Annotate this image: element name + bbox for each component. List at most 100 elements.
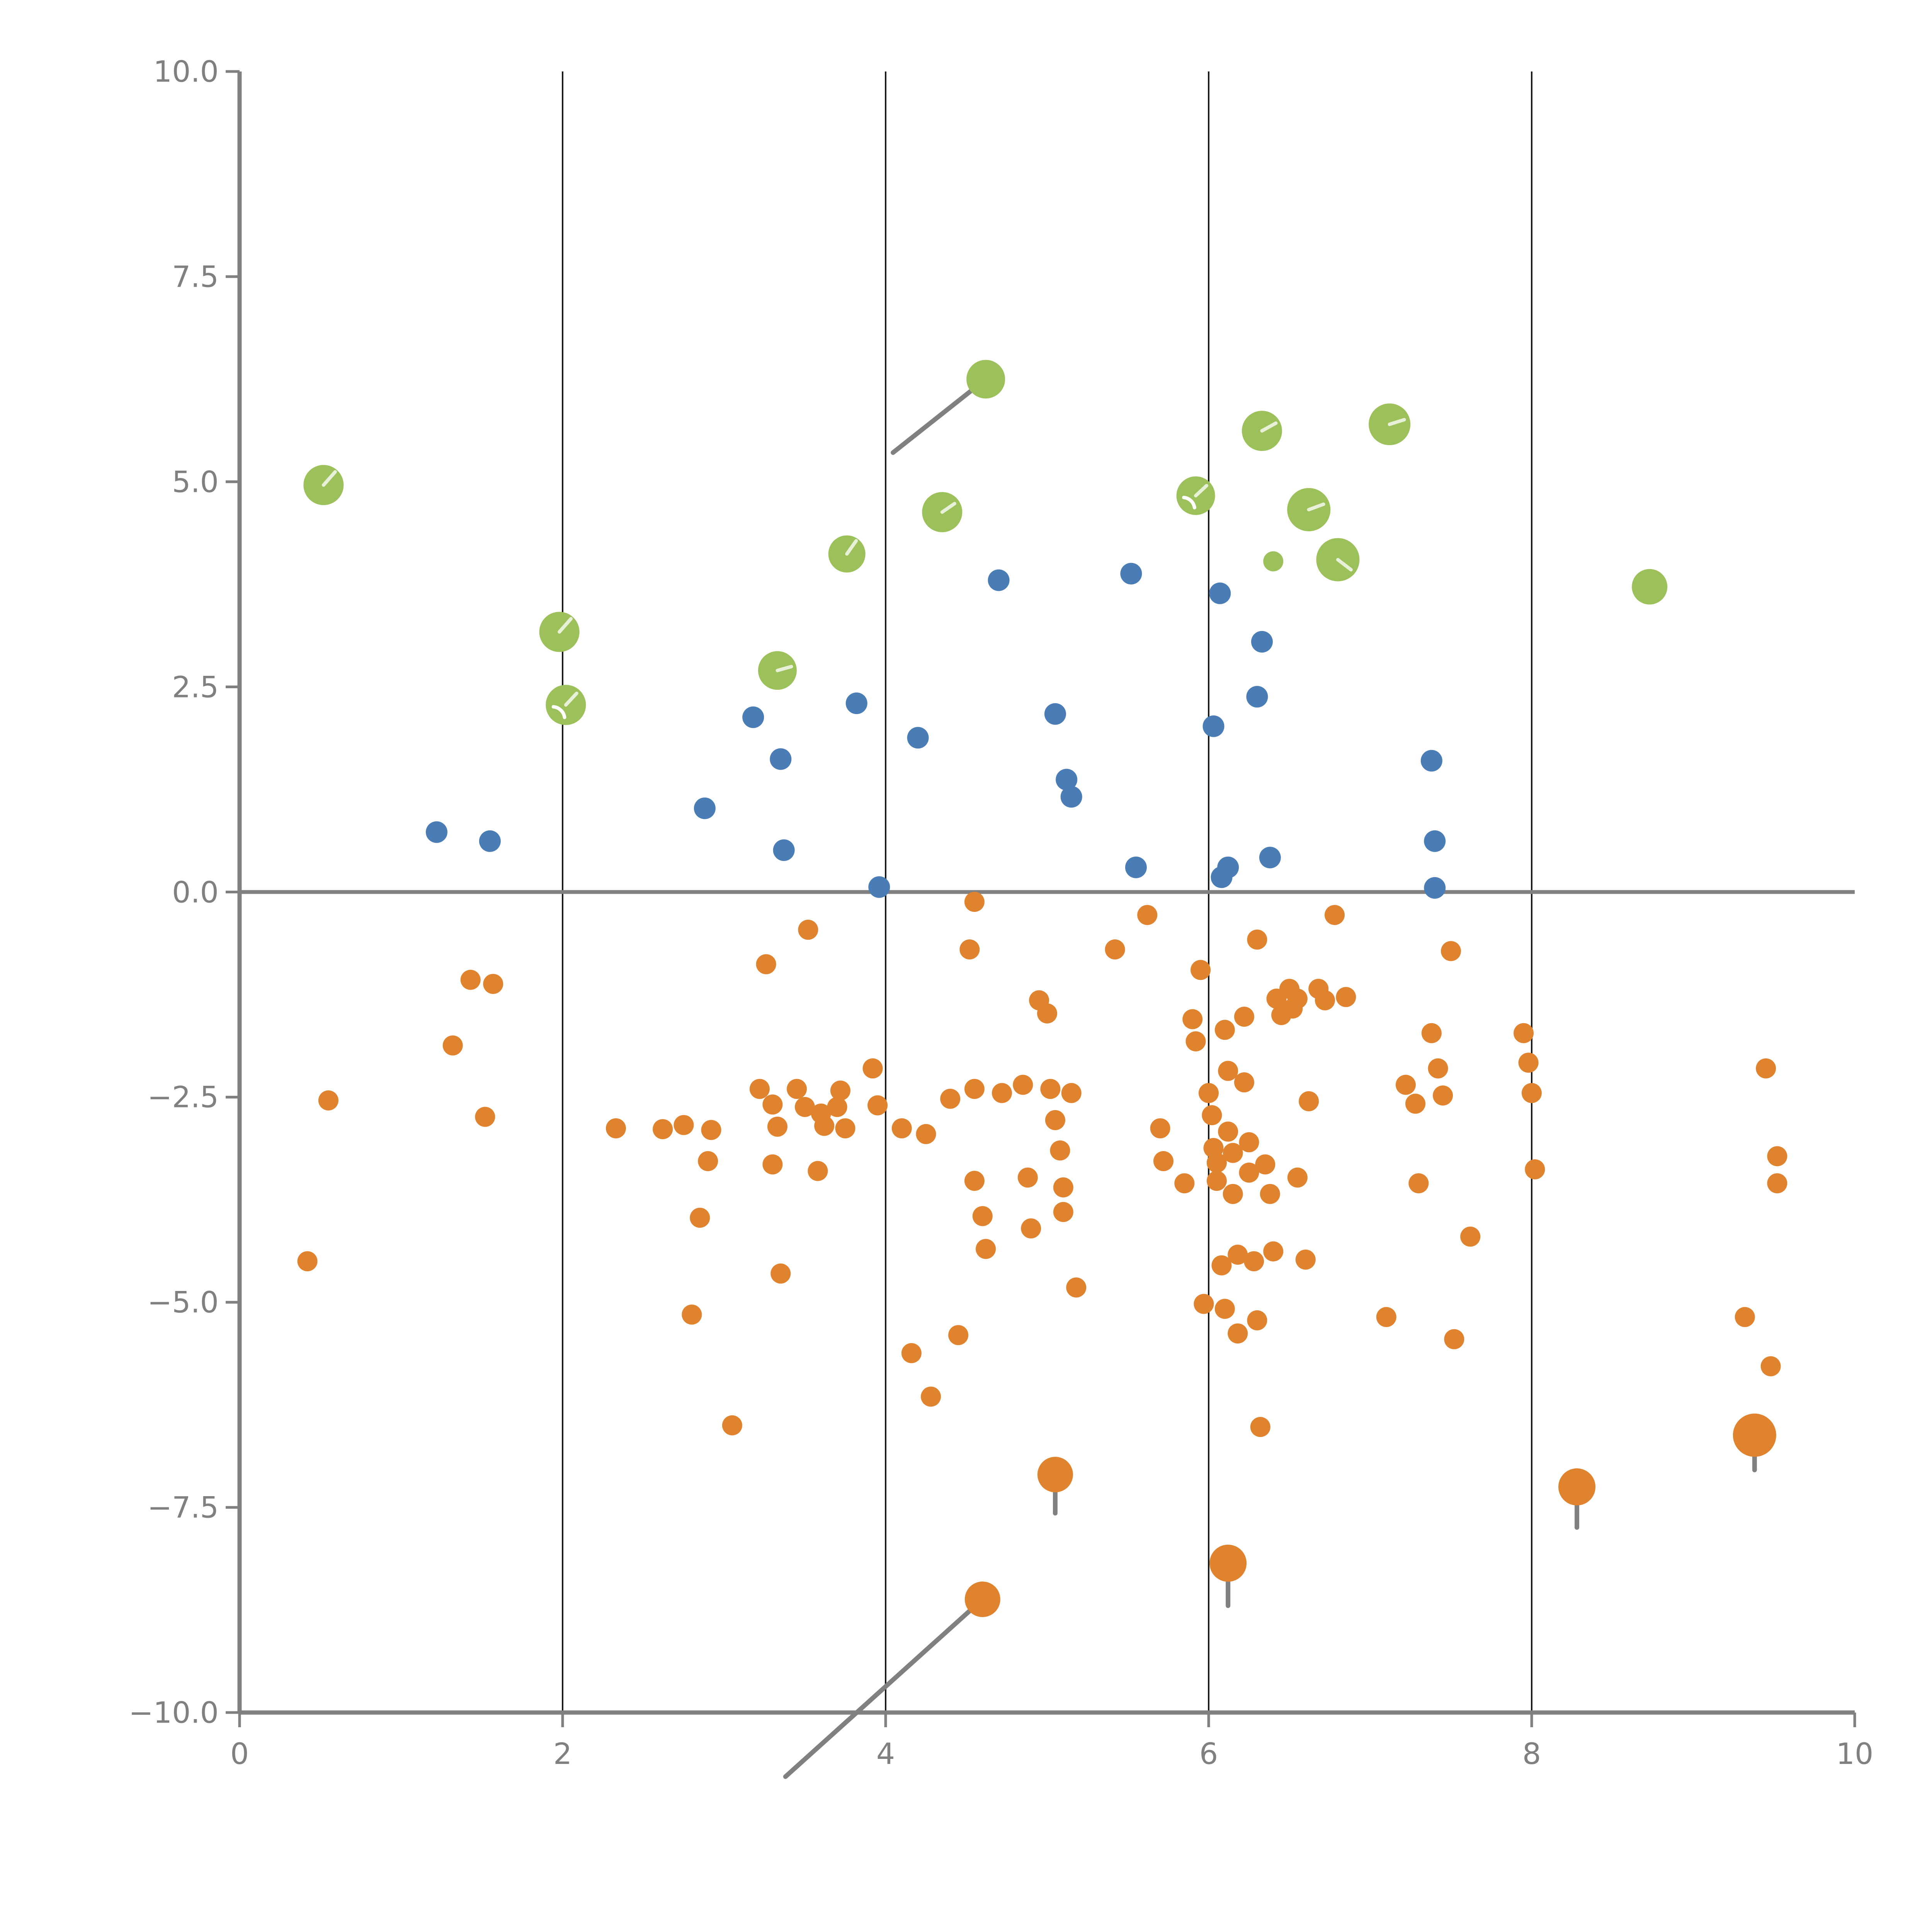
y-tick-label: −10.0 (129, 1695, 219, 1730)
data-point-orange (1150, 1118, 1170, 1139)
y-tick-label: 0.0 (172, 875, 219, 909)
x-tick-label: 6 (1199, 1736, 1218, 1771)
data-point-blue (770, 748, 792, 770)
data-point-orange (1040, 1079, 1061, 1099)
data-point-orange (964, 891, 985, 912)
whisker-line (891, 377, 988, 455)
x-tick-label: 2 (553, 1736, 572, 1771)
data-point-green (1263, 551, 1284, 571)
whisker-highlight (558, 617, 573, 634)
data-point-orange (1460, 1226, 1481, 1247)
y-tick-label: 7.5 (172, 259, 219, 294)
data-point-blue (1209, 582, 1231, 604)
data-point-orange (1066, 1277, 1087, 1298)
x-tick-label: 0 (230, 1736, 249, 1771)
data-point-blue (1424, 830, 1446, 852)
data-point-orange (1525, 1159, 1545, 1180)
data-point-orange (1045, 1110, 1065, 1130)
data-point-orange (1021, 1218, 1041, 1239)
data-point-orange (787, 1079, 807, 1099)
data-point-orange (795, 1097, 815, 1117)
data-point-orange (297, 1251, 318, 1272)
data-point-orange (1767, 1173, 1787, 1194)
data-point-blue (1259, 847, 1281, 869)
y-tick-label: 2.5 (172, 670, 219, 704)
y-tick-label: 5.0 (172, 464, 219, 499)
data-point-orange (1255, 1154, 1276, 1175)
whisker-highlight (564, 691, 578, 707)
y-tick-label: 10.0 (153, 54, 219, 89)
data-point-orange (1234, 1072, 1254, 1093)
data-point-orange (690, 1208, 710, 1228)
data-point-orange (1735, 1307, 1755, 1327)
data-point-blue (1060, 786, 1082, 808)
data-point-orange (701, 1120, 721, 1140)
data-point-orange (959, 939, 980, 960)
data-point-orange (762, 1154, 783, 1175)
data-point-orange (770, 1263, 791, 1284)
data-point-orange (1239, 1162, 1259, 1183)
data-point-blue (425, 821, 447, 843)
data-point-orange (698, 1151, 718, 1172)
data-point-blue (1202, 715, 1225, 737)
y-tick-label: −7.5 (147, 1490, 219, 1525)
data-point-orange (1194, 1294, 1214, 1314)
data-point-orange (1223, 1184, 1243, 1204)
whisker-arc (551, 705, 566, 719)
data-point-orange (1185, 1031, 1206, 1051)
data-point-blue (868, 876, 890, 898)
data-point-orange (1760, 1356, 1781, 1376)
data-point-orange (1206, 1170, 1227, 1191)
data-point-orange (1433, 1085, 1453, 1106)
data-point-orange (1287, 988, 1308, 1009)
data-point-blue (694, 797, 716, 819)
data-point-orange (767, 1116, 787, 1137)
data-point-orange (1522, 1083, 1542, 1103)
data-point-orange (1209, 1544, 1247, 1582)
data-point-blue (845, 692, 867, 714)
data-point-orange (1295, 1249, 1316, 1270)
data-point-orange (1199, 1083, 1219, 1103)
data-point-orange (1395, 1075, 1416, 1095)
y-tick-label: −5.0 (147, 1285, 219, 1320)
data-point-orange (1105, 939, 1125, 960)
data-point-orange (1182, 1009, 1203, 1029)
whisker-arc (1182, 496, 1196, 510)
data-point-orange (1428, 1058, 1448, 1079)
data-point-orange (1518, 1053, 1539, 1073)
data-point-orange (762, 1094, 783, 1115)
data-point-orange (1408, 1173, 1429, 1194)
data-point-orange (964, 1079, 985, 1099)
data-point-orange (1037, 1003, 1057, 1024)
whisker-highlight (321, 470, 337, 487)
data-point-blue (742, 706, 764, 728)
data-point-orange (673, 1115, 694, 1135)
data-point-orange (318, 1090, 338, 1111)
data-point-orange (1037, 1457, 1073, 1493)
data-points-group (297, 360, 1787, 1617)
data-point-orange (682, 1304, 702, 1325)
data-point-orange (1376, 1307, 1396, 1327)
data-point-orange (1247, 1310, 1267, 1330)
data-point-orange (1336, 987, 1356, 1007)
whisker-highlight (940, 502, 956, 514)
data-point-orange (1234, 1007, 1254, 1027)
data-point-orange (1050, 1140, 1070, 1161)
data-point-orange (1733, 1413, 1776, 1457)
whisker-highlight (1260, 421, 1278, 433)
data-point-orange (1202, 1105, 1222, 1126)
data-point-orange (1558, 1468, 1596, 1506)
data-point-orange (1137, 905, 1158, 925)
data-point-orange (867, 1095, 888, 1116)
data-point-green (966, 360, 1005, 399)
data-point-orange (835, 1118, 855, 1139)
data-point-orange (1017, 1167, 1038, 1188)
data-point-orange (1239, 1132, 1259, 1153)
x-tick-label: 8 (1522, 1736, 1541, 1771)
data-point-orange (862, 1058, 883, 1079)
data-point-orange (901, 1343, 922, 1363)
data-point-orange (1441, 941, 1461, 961)
data-point-blue (1125, 856, 1147, 878)
whisker-highlight (1336, 558, 1353, 571)
